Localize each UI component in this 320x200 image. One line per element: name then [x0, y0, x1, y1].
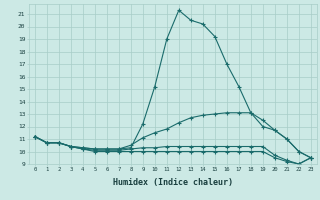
X-axis label: Humidex (Indice chaleur): Humidex (Indice chaleur)	[113, 178, 233, 187]
